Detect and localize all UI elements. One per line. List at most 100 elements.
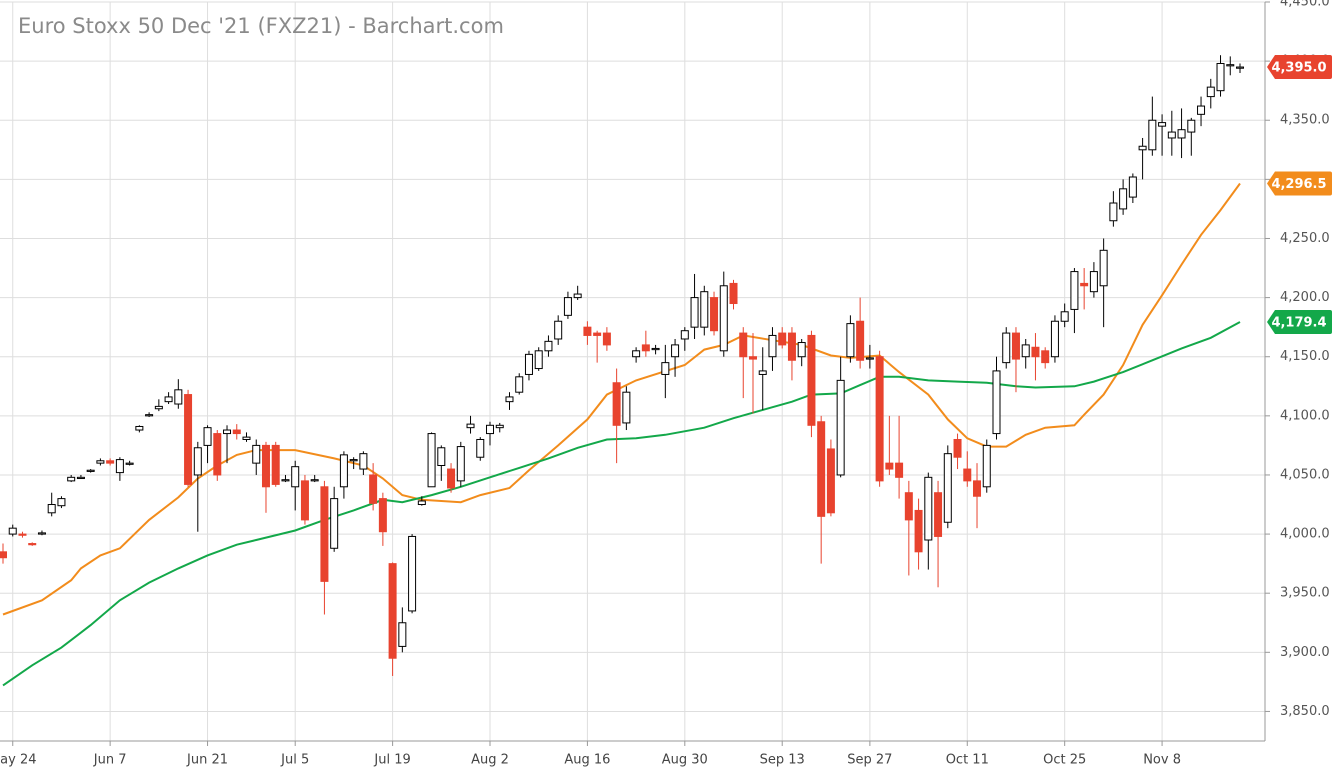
- candle-body: [787, 332, 796, 361]
- candle-body: [8, 527, 17, 535]
- candle-body: [330, 498, 339, 549]
- candle-body: [223, 429, 232, 435]
- price-tag: [1267, 55, 1332, 80]
- candle-body: [739, 332, 748, 358]
- y-tick-label: 3,900.0: [1280, 645, 1330, 660]
- candle-body: [1197, 105, 1206, 115]
- candle-body: [1050, 320, 1059, 358]
- candle-body: [349, 459, 358, 462]
- candle-body: [398, 622, 407, 647]
- candle-body: [924, 476, 933, 541]
- candle-body: [836, 379, 845, 476]
- candle-body: [973, 480, 982, 497]
- candle-body: [232, 429, 241, 435]
- x-tick-label: Jul 5: [280, 753, 309, 768]
- candle-body: [242, 436, 251, 440]
- y-tick-label: 4,050.0: [1280, 467, 1330, 482]
- x-tick-label: Aug 2: [471, 753, 509, 768]
- candle-body: [1119, 188, 1128, 210]
- candle-body: [710, 297, 719, 332]
- x-tick-label: Jun 7: [93, 753, 127, 768]
- candle-body: [388, 563, 397, 659]
- candle-body: [797, 342, 806, 358]
- y-tick-label: 4,200.0: [1280, 290, 1330, 305]
- grid: [0, 1, 1265, 741]
- candle-body: [378, 498, 387, 533]
- candle-body: [1236, 66, 1244, 69]
- y-tick-label: 3,950.0: [1280, 586, 1330, 601]
- candle-body: [1021, 344, 1030, 358]
- candle-body: [1138, 145, 1147, 151]
- candle-body: [817, 421, 826, 517]
- candle-body: [1002, 332, 1011, 364]
- x-tick-label: Jul 19: [373, 753, 410, 768]
- candle-body: [632, 350, 641, 358]
- candle-body: [953, 438, 962, 458]
- candle-body: [115, 459, 124, 474]
- candle-body: [612, 382, 621, 426]
- candle-body: [96, 460, 105, 464]
- candle-body: [1109, 202, 1118, 222]
- candle-body: [456, 446, 465, 482]
- x-tick-label: Aug 16: [564, 753, 610, 768]
- x-tick-label: Sep 27: [847, 753, 892, 768]
- candle-body: [18, 533, 27, 536]
- candle-body: [67, 476, 76, 482]
- candle-body: [1099, 249, 1108, 287]
- marks: [0, 55, 1244, 687]
- candle-body: [534, 350, 543, 370]
- candle-body: [748, 356, 757, 360]
- candle-body: [154, 405, 163, 410]
- candle-body: [875, 356, 884, 482]
- candle-body: [651, 347, 660, 351]
- candle-body: [700, 291, 709, 328]
- candle-body: [758, 370, 767, 375]
- price-tag-label: 4,179.4: [1271, 315, 1326, 330]
- chart-title: Euro Stoxx 50 Dec '21 (FXZ21) - Barchart…: [18, 14, 504, 38]
- candle-body: [680, 330, 689, 340]
- candle-body: [865, 357, 874, 360]
- candle-body: [573, 293, 582, 299]
- candle-body: [583, 326, 592, 336]
- candle-body: [778, 332, 787, 346]
- candle-body: [281, 479, 290, 482]
- candle-body: [1070, 271, 1079, 310]
- candle-body: [982, 444, 991, 488]
- candle-body: [145, 414, 154, 417]
- candle-body: [271, 444, 280, 485]
- candle-body: [28, 543, 37, 546]
- candle-body: [1089, 271, 1098, 293]
- ma-line: [2, 182, 1241, 616]
- candle-body: [320, 486, 329, 582]
- candle-body: [1177, 129, 1186, 139]
- candle-body: [125, 462, 134, 465]
- candle-body: [1216, 62, 1225, 92]
- candle-body: [495, 424, 504, 429]
- candle-body: [57, 498, 66, 507]
- candle-body: [447, 468, 456, 489]
- candle-body: [826, 448, 835, 514]
- candle-body: [437, 447, 446, 467]
- y-tick-label: 4,450.0: [1280, 0, 1330, 10]
- candle-body: [193, 447, 202, 476]
- candle-body: [427, 433, 436, 488]
- candle-body: [641, 344, 650, 352]
- candle-body: [505, 396, 514, 403]
- candle-body: [856, 320, 865, 361]
- candle-body: [1167, 131, 1176, 139]
- candle-body: [408, 535, 417, 612]
- candle-body: [1080, 282, 1089, 287]
- candle-body: [476, 438, 485, 458]
- candle-body: [184, 394, 193, 485]
- candle-body: [213, 433, 222, 476]
- x-tick-label: May 24: [0, 753, 37, 768]
- y-tick-label: 4,250.0: [1280, 231, 1330, 246]
- candle-body: [807, 334, 816, 426]
- x-tick-label: Oct 25: [1043, 753, 1086, 768]
- candle-body: [310, 479, 319, 482]
- candle-body: [661, 362, 670, 375]
- y-tick-label: 4,000.0: [1280, 527, 1330, 542]
- candle-body: [1206, 86, 1215, 98]
